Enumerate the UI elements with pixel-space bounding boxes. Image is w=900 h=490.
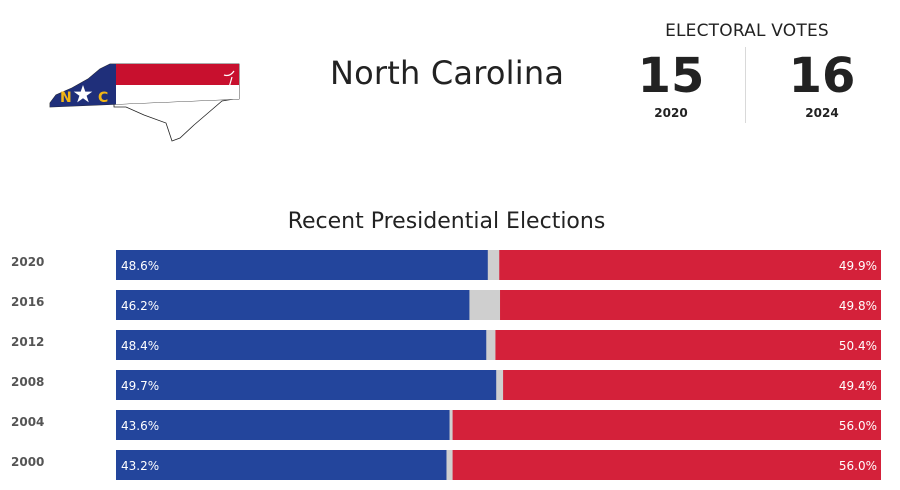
dem-percent-label: 48.6%	[121, 259, 159, 273]
rep-share-bar	[503, 370, 881, 400]
rep-share-bar	[452, 450, 881, 480]
state-outline	[113, 94, 240, 142]
star-icon	[73, 85, 93, 103]
logo-letter-c: C	[98, 90, 108, 106]
rep-share-bar	[452, 410, 881, 440]
dem-share-bar	[116, 370, 497, 400]
electoral-votes-2020: 15 2020	[631, 46, 711, 120]
dem-share-bar	[116, 450, 447, 480]
dem-share-bar	[116, 250, 488, 280]
dem-share-bar	[116, 290, 470, 320]
electoral-votes-number: 16	[788, 48, 856, 104]
flag-red-stripe	[116, 64, 239, 85]
dem-percent-label: 48.4%	[121, 339, 159, 353]
rep-share-bar	[500, 290, 881, 320]
year-label: 2008	[11, 375, 44, 389]
page-title: North Carolina	[330, 54, 565, 92]
chart-title: Recent Presidential Elections	[287, 209, 606, 234]
rep-percent-label: 49.4%	[839, 379, 877, 393]
divider	[745, 47, 746, 123]
dem-share-bar	[116, 330, 487, 360]
rep-share-bar	[495, 330, 881, 360]
dem-percent-label: 46.2%	[121, 299, 159, 313]
dem-percent-label: 49.7%	[121, 379, 159, 393]
electoral-votes-year: 2020	[654, 106, 688, 120]
rep-percent-label: 49.8%	[839, 299, 877, 313]
year-label: 2016	[11, 295, 44, 309]
year-label: 2012	[11, 335, 44, 349]
state-map-icon: N C	[49, 63, 240, 142]
year-label: 2000	[11, 455, 44, 469]
north-carolina-flag-map-logo: N C	[48, 55, 244, 145]
rep-percent-label: 56.0%	[839, 459, 877, 473]
dem-percent-label: 43.6%	[121, 419, 159, 433]
electoral-votes-year: 2024	[805, 106, 839, 120]
electoral-votes-title: ELECTORAL VOTES	[665, 21, 829, 41]
dem-share-bar	[116, 410, 450, 440]
year-label: 2004	[11, 415, 44, 429]
electoral-votes-number: 15	[637, 48, 705, 104]
electoral-votes-2024: 16 2024	[782, 46, 862, 120]
rep-percent-label: 56.0%	[839, 419, 877, 433]
rep-percent-label: 50.4%	[839, 339, 877, 353]
year-label: 2020	[11, 255, 44, 269]
rep-share-bar	[499, 250, 881, 280]
dem-percent-label: 43.2%	[121, 459, 159, 473]
rep-percent-label: 49.9%	[839, 259, 877, 273]
logo-letter-n: N	[60, 90, 72, 106]
